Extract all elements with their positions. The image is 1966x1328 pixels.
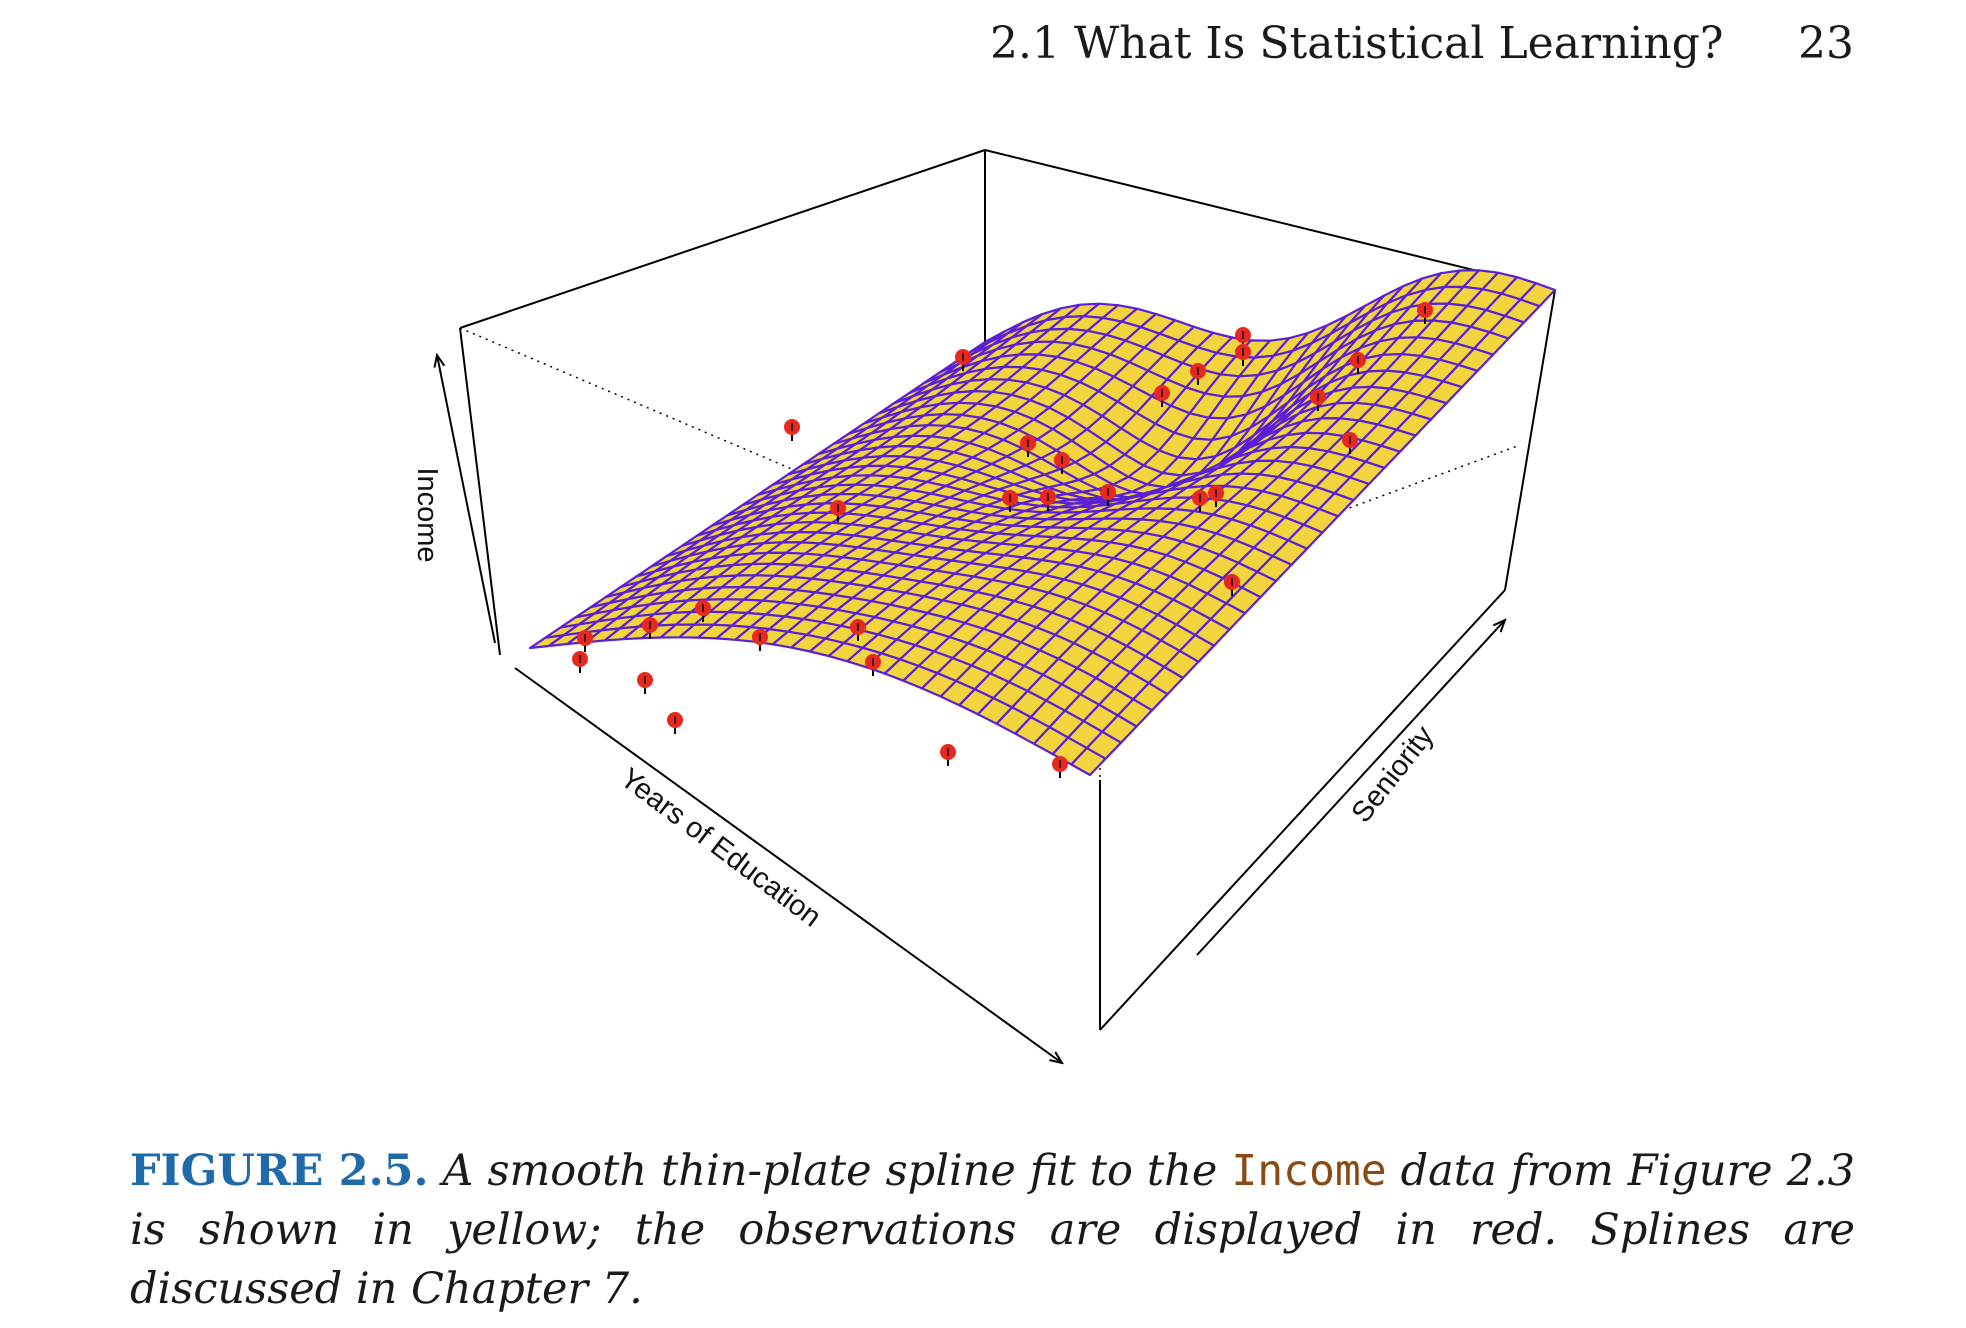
seniority-axis-label: Seniority [1346,720,1441,829]
observation-point [1235,344,1251,366]
education-axis-label: Years of Education [614,762,827,933]
spline-surface [528,269,1557,777]
observation-point [752,629,768,651]
observation-point [642,617,658,639]
observation-point [667,712,683,734]
seniority-axis-arrow [1196,620,1505,956]
surface-facet [1070,746,1107,777]
caption-text-before: A smooth thin-plate spline fit to the [428,1146,1232,1196]
observation-point [1192,490,1208,512]
observation-point [940,744,956,766]
caption-code-income: Income [1231,1146,1387,1196]
observation-point [850,619,866,641]
observation-point [1342,432,1358,454]
income-axis-label: Income [411,467,443,562]
observation-point [1417,302,1433,324]
observation-point [1224,574,1240,596]
observation-point [955,349,971,371]
observation-point [830,500,846,522]
observation-point [1100,484,1116,506]
observation-point [695,600,711,622]
education-axis-arrow [514,667,1062,1063]
observation-point [865,654,881,676]
observation-point [1310,389,1326,411]
figure-caption: FIGURE 2.5. A smooth thin-plate spline f… [130,1142,1855,1319]
observation-point [572,651,588,673]
observation-point [1002,490,1018,512]
observation-point [1350,352,1366,374]
observation-point [1052,756,1068,778]
caption-text-after: data from Figure 2.3 is shown in yellow;… [130,1146,1855,1314]
income-axis-arrow [437,355,496,644]
observation-point [1190,363,1206,385]
observation-point [577,630,593,652]
observation-point [1054,452,1070,474]
observation-point [1208,485,1224,507]
section-title: 2.1 What Is Statistical Learning? [990,18,1724,69]
observation-point [1154,385,1170,407]
observations [572,302,1433,778]
box-edges [459,149,1556,1031]
observation-point [784,419,800,441]
page-number: 23 [1798,18,1854,69]
observation-point [637,672,653,694]
observation-point [1040,489,1056,511]
caption-label: FIGURE 2.5. [130,1146,429,1196]
running-head: 2.1 What Is Statistical Learning? 23 [0,18,1966,78]
observation-point [1020,435,1036,457]
